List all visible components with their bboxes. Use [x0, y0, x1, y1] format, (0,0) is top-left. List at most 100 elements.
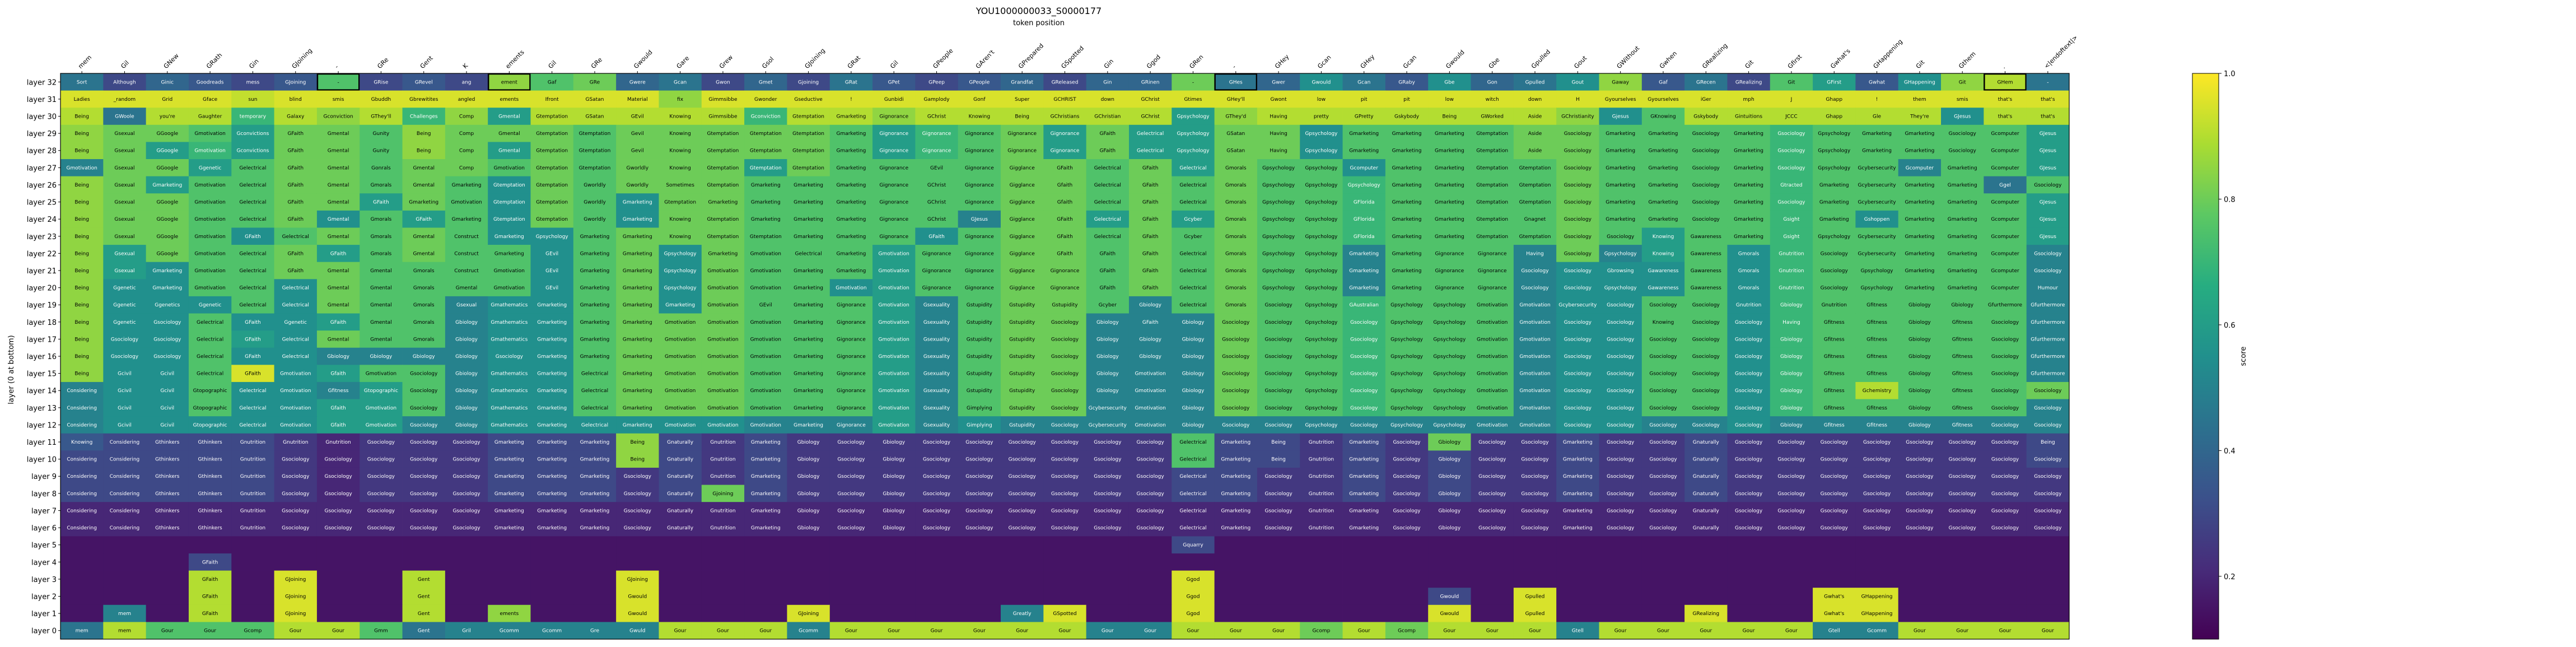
cell-label: Gsociology — [1265, 474, 1293, 480]
cell-label: pit — [1403, 97, 1410, 103]
cell-label: Gsociology — [1478, 440, 1506, 445]
cell-label: Gour — [845, 629, 857, 634]
heatmap-cell — [316, 124, 360, 142]
cell-label: Gsociology — [1692, 388, 1720, 394]
cell-label: JCCC — [1785, 114, 1798, 120]
heatmap-cell — [1342, 193, 1386, 211]
heatmap-cell — [1684, 588, 1728, 606]
cell-label: Gsexuality — [923, 302, 950, 308]
cell-label: Gsociology — [1735, 406, 1763, 411]
cell-label: Gstupidity — [1009, 320, 1035, 325]
cell-label: Gelectrical — [239, 251, 266, 257]
cell-label: Gsociology — [1991, 337, 2019, 342]
cell-label: Gmotivation — [1135, 422, 1165, 428]
cell-label: GJesus — [2040, 217, 2057, 222]
heatmap-cell — [1342, 536, 1386, 554]
cell-label: Gstupidity — [967, 354, 993, 360]
cell-label: Gmorals — [1225, 286, 1247, 291]
cell-label: Gconvictions — [237, 131, 269, 137]
cell-label: Gsociology — [1649, 440, 1677, 445]
heatmap-cell — [573, 210, 617, 228]
cell-label: Gmarketing — [751, 508, 781, 514]
cell-label: Gcivil — [160, 388, 174, 394]
cell-label: Gthinkers — [198, 508, 222, 514]
cell-label: Gnaturally — [667, 440, 694, 445]
cell-label: Gevil — [631, 131, 644, 137]
cell-label: Gwuld — [629, 629, 645, 634]
heatmap-cell — [231, 245, 274, 263]
colorbar-tick-label: 0.6 — [2224, 322, 2236, 330]
heatmap-cell — [1684, 570, 1728, 588]
heatmap-cell — [1043, 108, 1087, 125]
heatmap-cell — [1898, 604, 1942, 622]
cell-label: Gigglance — [1010, 217, 1035, 222]
cell-label: Gfitness — [1952, 422, 1973, 428]
cell-label: Gfitness — [1866, 320, 1887, 325]
cell-label: Gmotivation — [194, 234, 225, 240]
heatmap-cell — [1385, 73, 1429, 91]
heatmap-cell — [316, 142, 360, 160]
heatmap-cell — [958, 159, 1001, 177]
cell-label: Gpsychology — [1818, 131, 1851, 137]
heatmap-cell — [316, 90, 360, 108]
heatmap-cell — [1214, 159, 1258, 177]
heatmap-cell — [274, 108, 318, 125]
cell-label: Gmental — [456, 286, 478, 291]
heatmap-cell — [1214, 245, 1258, 263]
cell-label: Gfurthermore — [2031, 354, 2065, 360]
cell-label: GEvil — [759, 302, 772, 308]
cell-label: Gmental — [328, 286, 349, 291]
heatmap-cell — [1641, 536, 1685, 554]
cell-label: Gmarketing — [1563, 457, 1593, 463]
cell-label: Gmotivation — [494, 286, 525, 291]
cell-label: Gsociology — [1692, 406, 1720, 411]
cell-label: Gmorals — [413, 320, 435, 325]
cell-label: Gmarketing — [794, 371, 823, 377]
cell-label: GFlorida — [1354, 217, 1375, 222]
cell-label: GGoogle — [156, 217, 178, 222]
cell-label: Gignorance — [922, 251, 951, 257]
heatmap-cell — [1599, 588, 1642, 606]
heatmap-cell — [1727, 159, 1771, 177]
heatmap-cell — [701, 604, 745, 622]
cell-label: Gignorance — [879, 183, 908, 188]
heatmap-cell — [1001, 193, 1044, 211]
cell-label: Gmotivation — [1477, 337, 1508, 342]
cell-label: Gent — [418, 594, 430, 599]
heatmap-cell — [872, 245, 916, 263]
heatmap-cell — [872, 73, 916, 91]
cell-label: Gignorance — [879, 200, 908, 206]
cell-label: Gsociology — [282, 508, 310, 514]
cell-label: Gbiology — [1139, 337, 1161, 342]
cell-label: Gbiology — [797, 508, 820, 514]
cell-label: Gmarketing — [1349, 525, 1379, 531]
heatmap-cell — [445, 604, 488, 622]
cell-label: Gpsychology — [1433, 388, 1466, 394]
heatmap-cell — [1513, 108, 1557, 125]
cell-label: Gsociology — [2034, 491, 2062, 497]
heatmap-cell — [915, 193, 959, 211]
heatmap-cell — [1001, 108, 1044, 125]
cell-label: Gpsychology — [1305, 200, 1338, 206]
heatmap-cell — [701, 90, 745, 108]
cell-label: Gpsychology — [1262, 200, 1295, 206]
heatmap-cell — [146, 210, 189, 228]
heatmap-cell — [616, 90, 659, 108]
heatmap-cell — [616, 176, 659, 194]
cell-label: Gmathematics — [491, 406, 528, 411]
cell-label: Gsociology — [1564, 371, 1592, 377]
cell-label: smis — [1957, 97, 1968, 103]
cell-label: GEvil — [545, 286, 558, 291]
cell-label: Gmarketing — [836, 131, 866, 137]
cell-label: Gmarketing — [623, 388, 652, 394]
cell-label: Gtemptation — [750, 148, 782, 154]
heatmap-cell — [701, 124, 745, 142]
cell-label: Gsociology — [410, 457, 438, 463]
cell-label: Gigglance — [1010, 234, 1035, 240]
heatmap-cell — [872, 227, 916, 245]
heatmap-cell — [488, 142, 531, 160]
heatmap-cell — [146, 536, 189, 554]
cell-label: Gignorance — [879, 114, 908, 120]
cell-label: pretty — [1314, 114, 1329, 120]
heatmap-cell — [1556, 159, 1599, 177]
